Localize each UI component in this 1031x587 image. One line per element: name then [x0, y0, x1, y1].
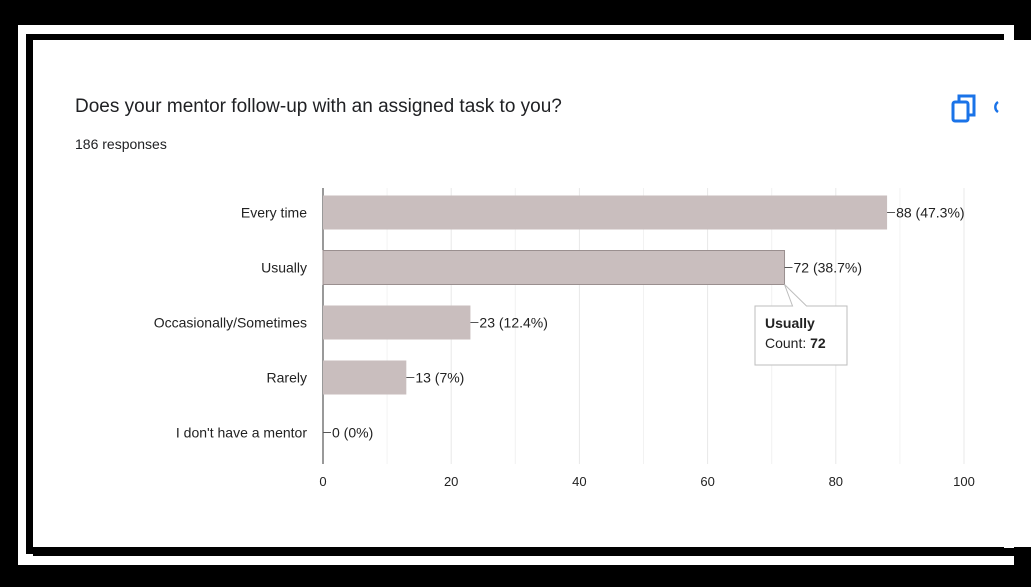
data-label: 88 (47.3%) [896, 205, 964, 221]
card-body: Does your mentor follow-up with an assig… [33, 40, 1031, 547]
x-tick-label: 100 [953, 474, 975, 489]
question-card: Does your mentor follow-up with an assig… [33, 40, 1031, 547]
bar [323, 195, 888, 230]
x-tick-label: 20 [444, 474, 458, 489]
response-count: 186 responses [75, 136, 167, 152]
data-label: 13 (7%) [415, 370, 464, 386]
category-label: Every time [241, 205, 307, 221]
more-icon[interactable] [988, 100, 1000, 114]
question-title: Does your mentor follow-up with an assig… [75, 96, 562, 117]
x-tick-label: 40 [572, 474, 586, 489]
category-label: I don't have a mentor [176, 425, 307, 441]
bottom-border [33, 548, 1031, 556]
data-label: 23 (12.4%) [479, 315, 547, 331]
tooltip: Usually Count: 72 [754, 284, 848, 366]
bar-chart: 0 20 40 60 80 100 Every time 88 (47.3%) Usually 7… [154, 188, 975, 489]
copy-icon[interactable] [950, 92, 978, 124]
tooltip-count: Count: 72 [765, 335, 826, 351]
bar [322, 250, 786, 285]
x-tick-label: 0 [319, 474, 326, 489]
x-tick-label: 60 [700, 474, 714, 489]
category-label: Occasionally/Sometimes [154, 315, 307, 331]
bar [323, 305, 471, 340]
tooltip-count-value: 72 [810, 335, 826, 351]
bar [323, 360, 407, 395]
tooltip-box [754, 284, 848, 366]
x-tick-label: 80 [829, 474, 843, 489]
data-label: 0 (0%) [332, 425, 373, 441]
tooltip-count-label: Count: [765, 335, 810, 351]
category-label: Usually [261, 260, 307, 276]
category-label: Rarely [267, 370, 307, 386]
data-label: 72 (38.7%) [794, 260, 862, 276]
tooltip-title: Usually [765, 315, 815, 331]
